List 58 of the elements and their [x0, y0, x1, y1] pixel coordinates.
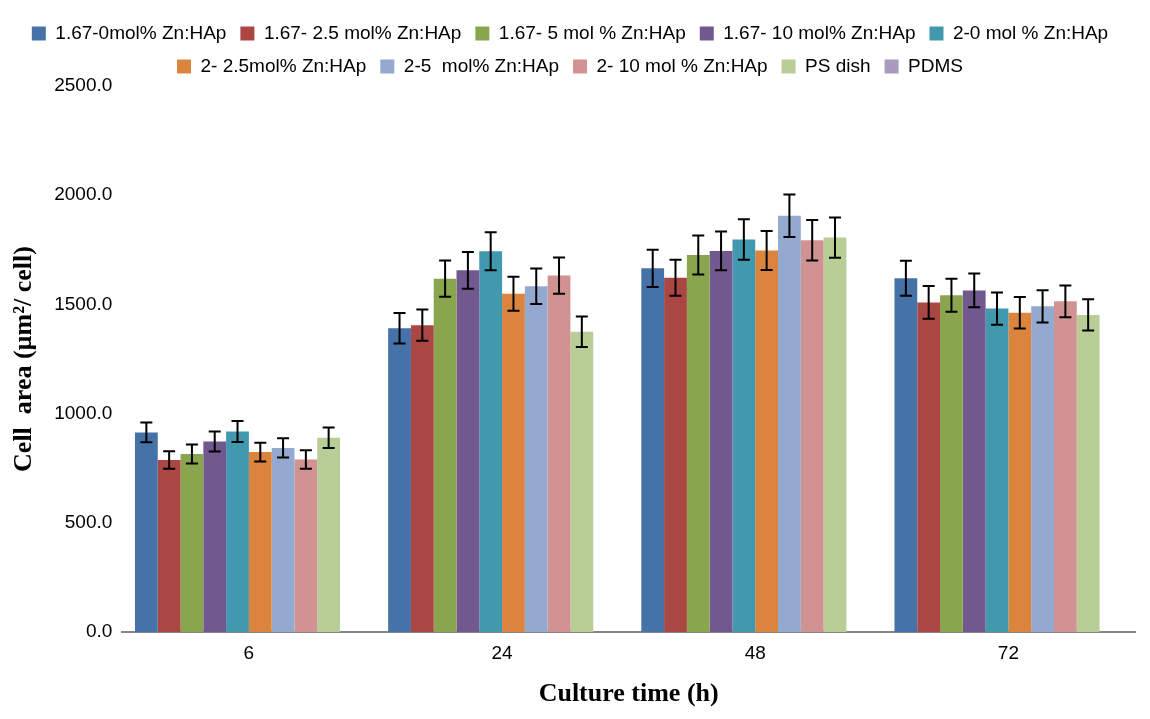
bar	[1053, 301, 1077, 632]
bar	[985, 308, 1009, 632]
bar	[778, 215, 801, 632]
bar	[502, 293, 525, 632]
bar	[180, 454, 204, 632]
bar	[410, 325, 434, 632]
y-tick-label: 500.0	[64, 511, 113, 533]
bar	[940, 295, 963, 632]
bar	[641, 268, 665, 632]
bar	[823, 237, 847, 632]
y-tick-label: 2500.0	[54, 74, 113, 96]
bar	[294, 459, 318, 632]
bar	[456, 270, 480, 632]
x-tick-label: 24	[491, 641, 514, 663]
x-tick-label: 72	[997, 641, 1019, 663]
bar	[271, 447, 295, 632]
y-tick-label: 1000.0	[54, 401, 113, 423]
bar	[203, 441, 227, 632]
x-tick-label: 48	[744, 641, 766, 663]
legend-label: 2-5 mol% Zn:HAp	[403, 54, 560, 76]
y-tick-label: 1500.0	[54, 292, 113, 314]
bar	[686, 255, 710, 632]
bar	[732, 239, 756, 632]
bar	[248, 452, 272, 632]
y-tick-label: 2000.0	[54, 183, 113, 205]
bar	[317, 437, 341, 632]
legend-label: 1.67- 10 mol% Zn:HAp	[723, 21, 916, 43]
bar	[479, 251, 503, 632]
bar	[894, 278, 918, 632]
legend-label: 2- 2.5mol% Zn:HAp	[200, 54, 367, 76]
legend-label: 1.67- 2.5 mol% Zn:HAp	[263, 21, 462, 43]
legend-label: 2- 10 mol % Zn:HAp	[596, 54, 768, 76]
bar	[709, 250, 733, 632]
bar	[1031, 306, 1054, 632]
bar	[570, 331, 594, 632]
bar	[433, 278, 457, 632]
y-axis-title: Cell area (µm²/ cell)	[8, 246, 38, 472]
x-tick-label: 6	[243, 641, 255, 663]
y-tick-label: 0.0	[85, 620, 113, 642]
bar	[226, 431, 249, 632]
legend-label: PDMS	[908, 54, 963, 76]
bar	[1076, 314, 1100, 632]
bar	[1008, 312, 1032, 632]
bar	[524, 286, 548, 632]
legend-label: 1.67- 5 mol % Zn:HAp	[498, 21, 686, 43]
bar	[134, 432, 158, 632]
legend-label: PS dish	[805, 54, 871, 76]
bar	[755, 250, 779, 632]
bar	[962, 290, 986, 632]
bar	[157, 459, 181, 632]
bar	[917, 302, 941, 632]
legend-label: 1.67-0mol% Zn:HAp	[55, 21, 227, 43]
bar	[664, 277, 687, 632]
bar	[800, 240, 824, 632]
bar	[547, 275, 571, 632]
x-axis-title: Culture time (h)	[538, 678, 719, 708]
legend-label: 2-0 mol % Zn:HAp	[952, 21, 1109, 43]
bar	[388, 328, 411, 632]
